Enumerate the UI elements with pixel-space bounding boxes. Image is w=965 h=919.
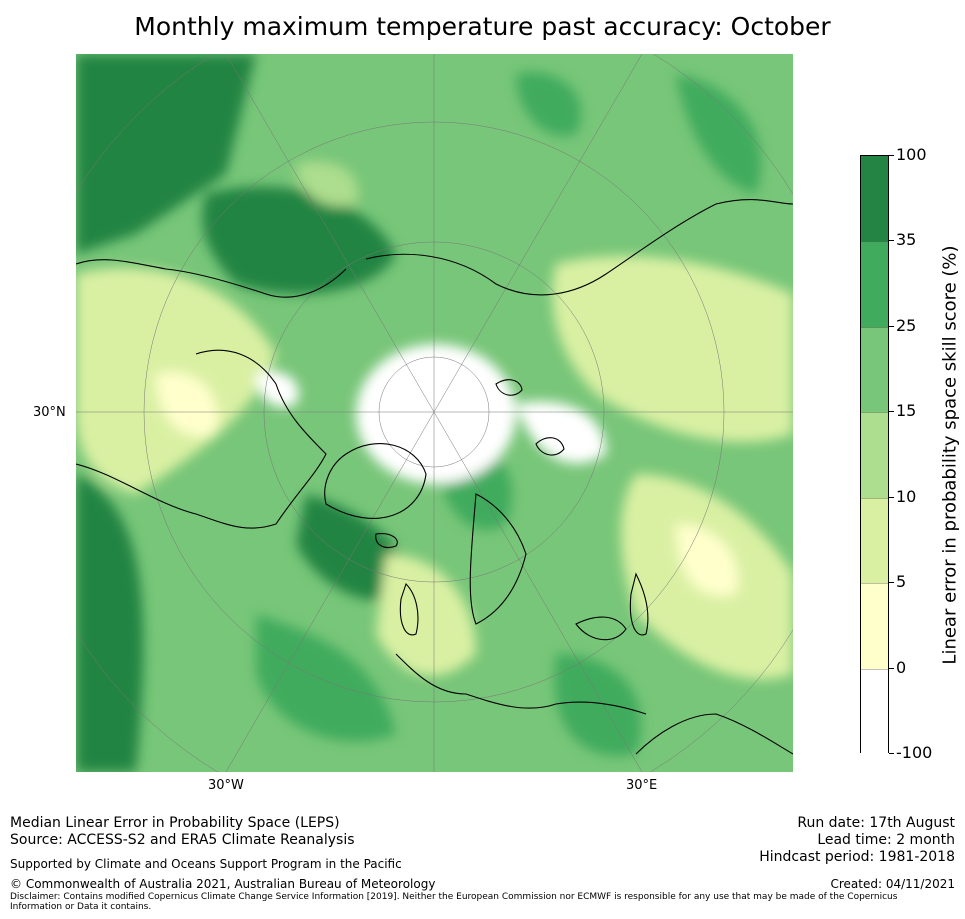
colorbar-band — [861, 497, 888, 584]
colorbar-band — [861, 583, 888, 669]
colorbar-tick — [889, 753, 894, 754]
colorbar-band — [861, 241, 888, 327]
colorbar-band — [861, 668, 888, 754]
map-panel — [76, 54, 793, 772]
colorbar-band — [861, 412, 888, 498]
colorbar-tick — [889, 155, 894, 156]
colorbar-tick — [889, 411, 894, 413]
footer-run-date: Run date: 17th August — [797, 815, 955, 831]
graticule — [76, 54, 793, 772]
chart-title: Monthly maximum temperature past accurac… — [134, 12, 831, 41]
colorbar-tick-label: 25 — [896, 315, 917, 335]
lon-label-30e: 30°E — [626, 778, 658, 793]
colorbar-tick-label: 5 — [896, 572, 907, 592]
colorbar-tick — [889, 582, 894, 584]
footer-disclaimer: Disclaimer: Contains modified Copernicus… — [10, 892, 898, 912]
footer-copyright: © Commonwealth of Australia 2021, Austra… — [10, 877, 436, 891]
footer-source: Source: ACCESS-S2 and ERA5 Climate Reana… — [10, 832, 355, 848]
colorbar-tick — [889, 240, 894, 242]
footer-hindcast: Hindcast period: 1981-2018 — [759, 849, 955, 865]
colorbar-tick-label: -100 — [896, 743, 933, 762]
colorbar-tick — [889, 325, 894, 327]
colorbar-band — [861, 326, 888, 413]
colorbar-tick — [889, 667, 894, 669]
colorbar-tick-label: 10 — [896, 486, 917, 506]
lat-label-30n: 30°N — [33, 405, 66, 420]
coastlines — [76, 199, 793, 755]
colorbar-tick-label: 100 — [896, 145, 927, 164]
footer-method: Median Linear Error in Probability Space… — [10, 815, 340, 831]
footer-lead-time: Lead time: 2 month — [817, 832, 955, 848]
lon-label-30w: 30°W — [208, 778, 244, 793]
map-svg — [76, 54, 793, 772]
colorbar-tick — [889, 496, 894, 498]
skill-field-pattern — [76, 54, 793, 772]
footer-created: Created: 04/11/2021 — [830, 877, 955, 891]
colorbar-tick-label: 35 — [896, 230, 917, 250]
footer-supported: Supported by Climate and Oceans Support … — [10, 857, 402, 871]
colorbar-tick-label: 15 — [896, 401, 917, 421]
colorbar-band — [861, 156, 888, 242]
colorbar — [860, 155, 889, 754]
colorbar-title: Linear error in probability space skill … — [939, 245, 961, 665]
colorbar-tick-label: 0 — [896, 657, 907, 677]
